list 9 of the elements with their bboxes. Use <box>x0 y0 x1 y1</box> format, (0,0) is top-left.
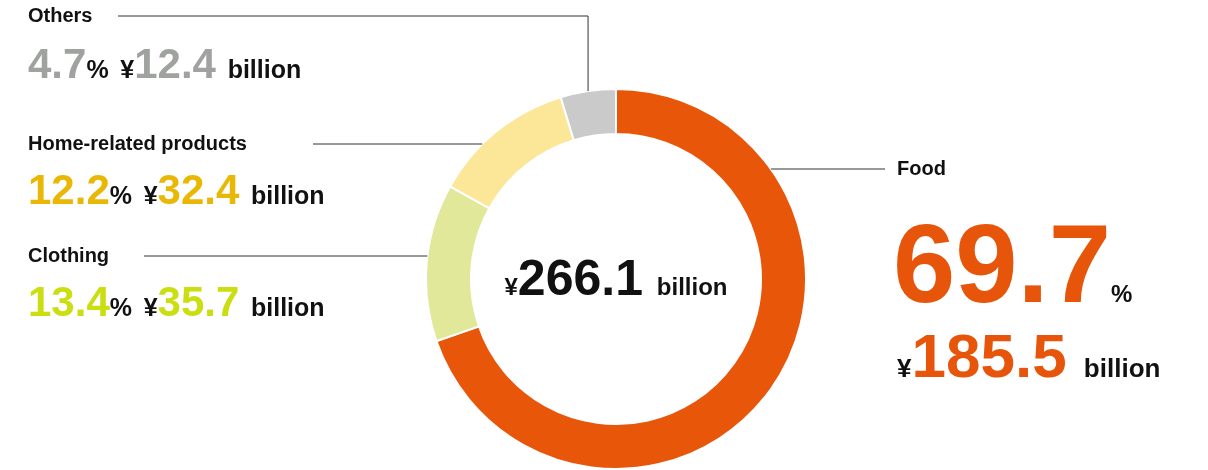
data-label: 13.4% ¥35.7 billion <box>28 278 325 325</box>
slice-label: Food <box>897 157 946 179</box>
text: ¥266.1 billion <box>504 250 728 306</box>
data-label: 12.2% ¥32.4 billion <box>28 166 325 213</box>
slice-label: Home-related products <box>28 132 247 154</box>
slice-label: Clothing <box>28 244 110 266</box>
data-label: 4.7% ¥12.4 billion <box>28 40 302 87</box>
text: 69.7% ¥185.5 billion <box>893 201 1161 390</box>
slice-label: Others <box>28 4 93 26</box>
